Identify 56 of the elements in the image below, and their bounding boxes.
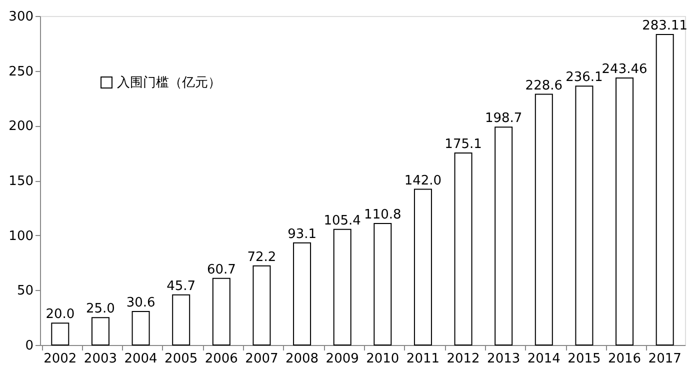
x-tick-label: 2015 (568, 352, 601, 366)
data-label: 105.4 (324, 213, 361, 228)
x-tick-label: 2009 (326, 352, 359, 366)
x-tick-label: 2003 (84, 352, 118, 366)
bar (374, 222, 392, 346)
bar (252, 265, 271, 346)
y-tick-label: 200 (8, 119, 34, 134)
data-label: 175.1 (444, 136, 482, 152)
y-tick-label: 150 (8, 174, 34, 189)
data-label: 45.7 (166, 278, 196, 294)
data-label: 243.46 (602, 62, 648, 78)
data-label: 93.1 (288, 226, 317, 242)
y-tick-label: 100 (8, 228, 34, 244)
bar (494, 126, 513, 346)
data-label: 72.2 (247, 250, 276, 265)
bar (575, 86, 594, 346)
bar (454, 152, 472, 346)
bar (51, 322, 70, 346)
data-label: 142.0 (404, 173, 442, 188)
x-tick-label: 2007 (245, 352, 278, 366)
bar (212, 278, 230, 346)
bar (293, 242, 312, 346)
data-label: 60.7 (206, 262, 236, 278)
x-tick-label: 2006 (204, 352, 238, 366)
bar (414, 188, 432, 346)
bar (534, 94, 553, 346)
data-label: 20.0 (46, 307, 75, 322)
x-tick-label: 2008 (285, 352, 319, 366)
y-tick-label: 50 (16, 284, 34, 299)
bar (132, 310, 150, 346)
x-tick-label: 2017 (648, 352, 682, 366)
x-tick-label: 2005 (164, 352, 198, 366)
x-tick-label: 2002 (44, 352, 77, 366)
x-tick-label: 2013 (487, 352, 520, 366)
x-tick-label: 2012 (446, 352, 480, 366)
bar (333, 228, 352, 346)
data-label: 110.8 (364, 207, 402, 222)
bar (616, 78, 634, 346)
data-label: 198.7 (484, 111, 522, 126)
x-tick-label: 2010 (366, 352, 400, 366)
bar (91, 317, 110, 346)
data-label: 236.1 (566, 70, 603, 86)
x-tick-label: 2016 (608, 352, 642, 366)
data-label: 228.6 (525, 78, 563, 94)
y-tick-label: 250 (8, 64, 34, 80)
data-label: 25.0 (86, 302, 115, 317)
y-tick-label: 0 (25, 338, 34, 354)
x-tick-label: 2004 (124, 352, 158, 366)
bar (656, 34, 674, 346)
bar (172, 294, 190, 346)
x-tick-label: 2014 (527, 352, 560, 366)
legend-label: 入围门槛（亿元） (117, 74, 221, 90)
x-tick-label: 2011 (406, 352, 440, 366)
data-label: 30.6 (126, 295, 156, 310)
data-label: 283.11 (642, 18, 688, 34)
y-tick-label: 300 (8, 10, 34, 24)
